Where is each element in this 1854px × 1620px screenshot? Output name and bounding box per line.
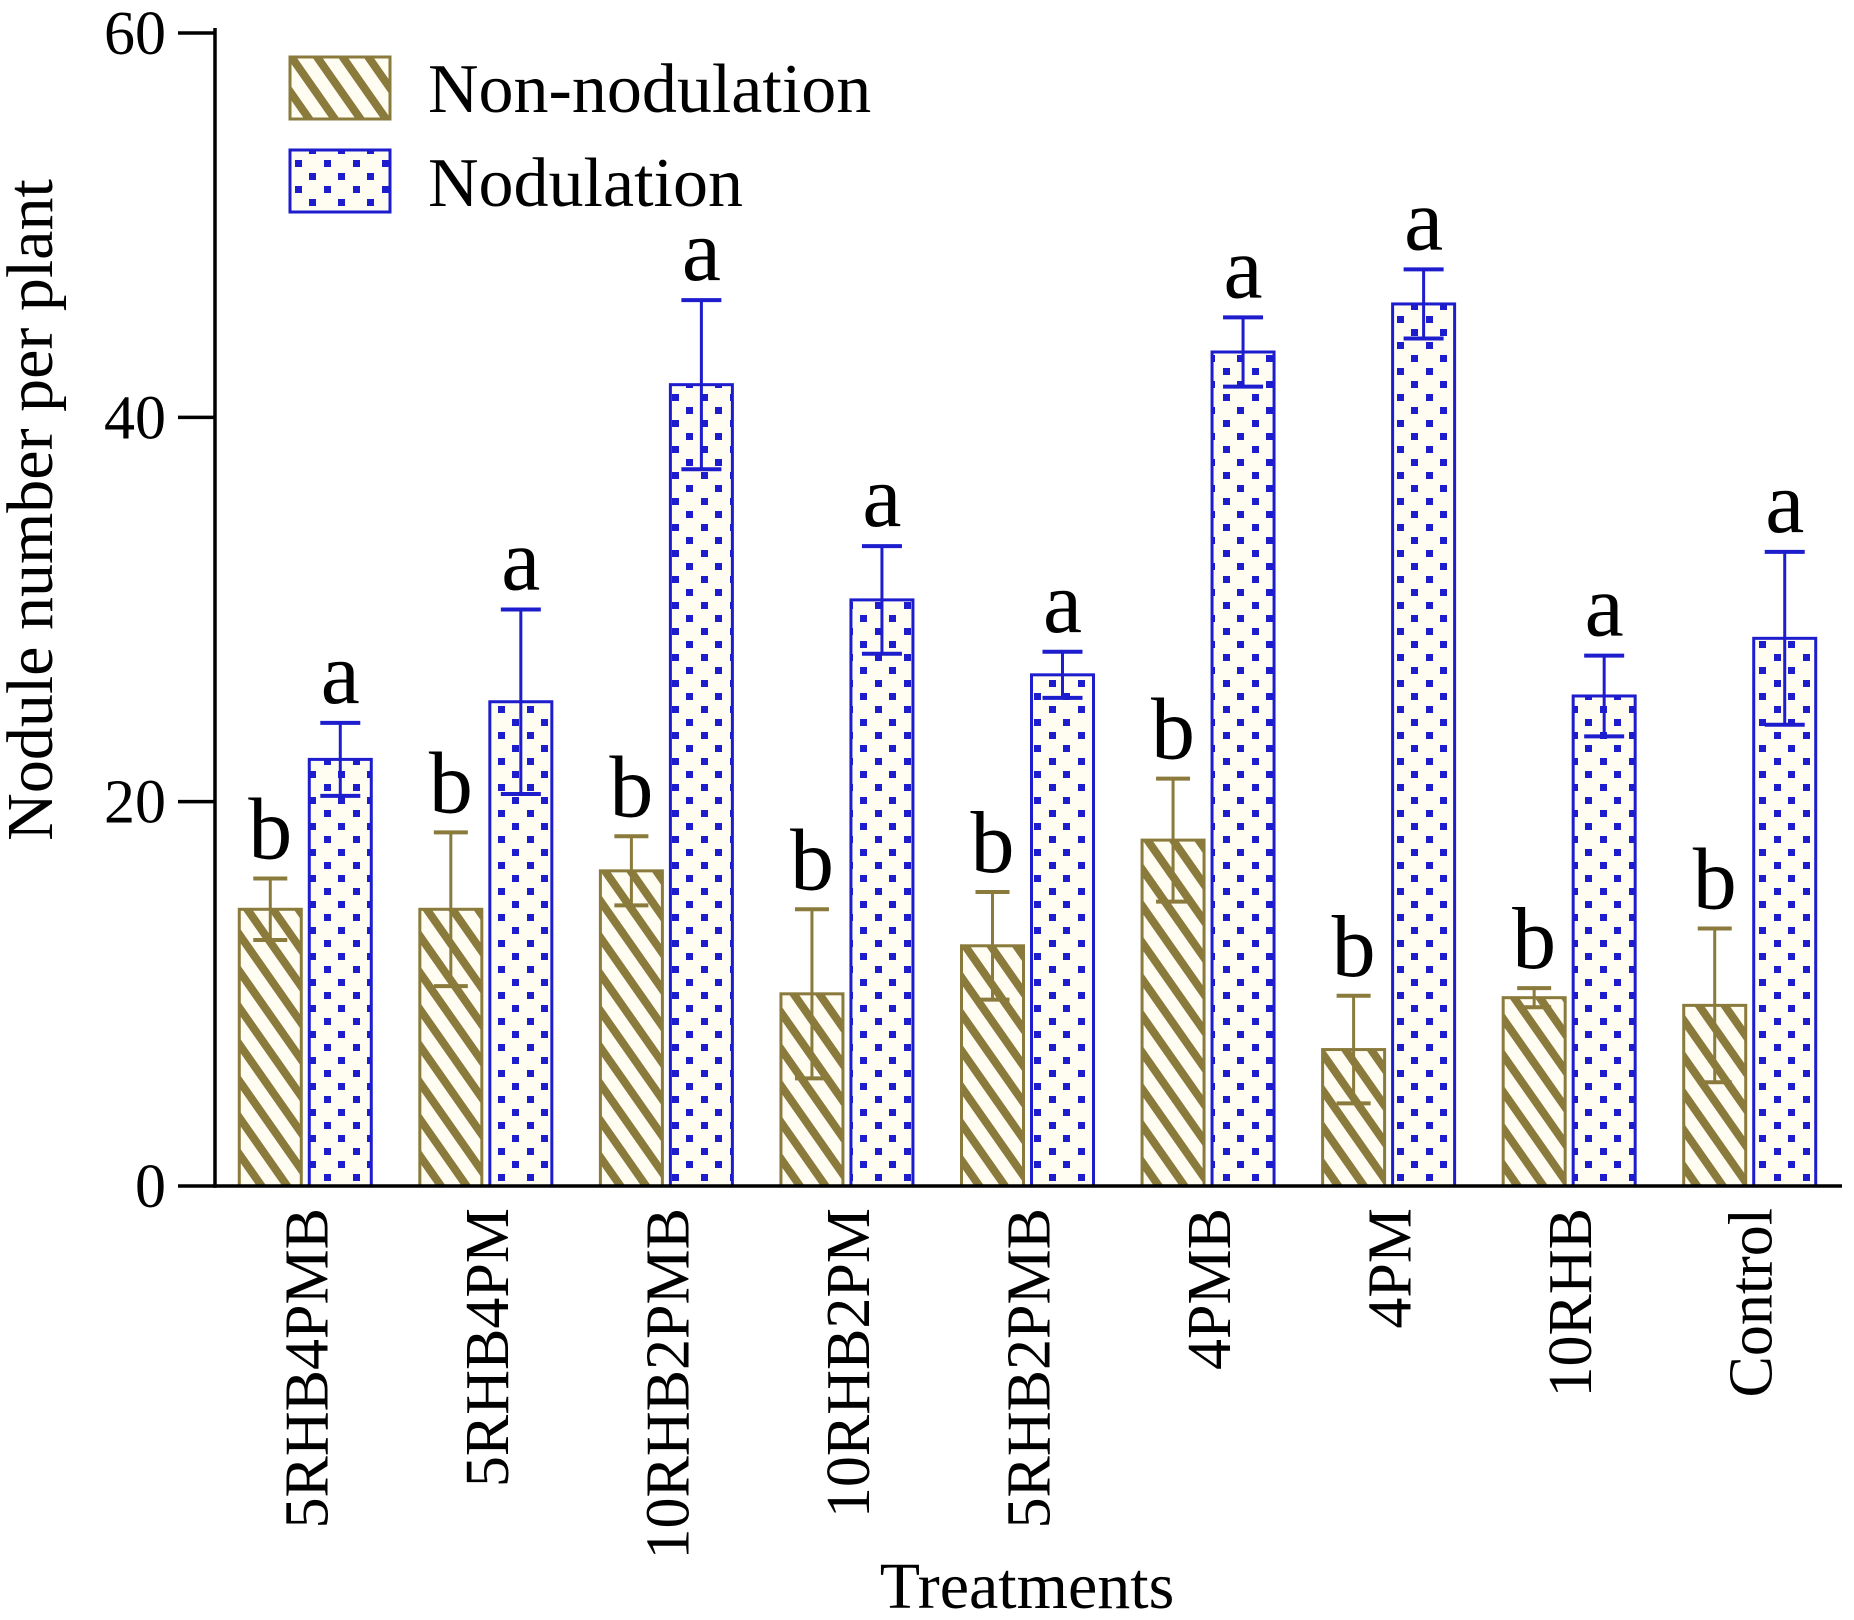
significance-letter-nodulation-10RHB: a: [1585, 559, 1624, 656]
significance-letter-non-nodulation-4PMB: b: [1151, 682, 1195, 779]
x-category-label-5RHB4PMB: 5RHB4PMB: [273, 1208, 341, 1528]
bar-nodulation-5RHB4PMB: [307, 757, 373, 1188]
significance-letter-nodulation-4PM: a: [1404, 172, 1443, 269]
x-category-label-4PM: 4PM: [1357, 1208, 1425, 1329]
x-category-label-10RHB2PM: 10RHB2PM: [815, 1208, 883, 1518]
y-tick-label-60: 60: [104, 0, 166, 68]
error-bar-non-nodulation-5RHB4PM: [433, 830, 468, 989]
significance-letter-non-nodulation-5RHB2PMB: b: [971, 795, 1015, 892]
bar-nodulation-4PMB: [1210, 350, 1276, 1188]
error-bar-nodulation-10RHB2PM: [861, 544, 902, 656]
legend-label-nodulation: Nodulation: [428, 145, 743, 222]
significance-letter-nodulation-4PMB: a: [1224, 220, 1263, 317]
error-bar-non-nodulation-Control: [1697, 926, 1732, 1085]
bar-nodulation-10RHB2PM: [849, 598, 915, 1188]
x-category-label-4PMB: 4PMB: [1176, 1208, 1244, 1370]
significance-letter-non-nodulation-4PM: b: [1332, 899, 1376, 996]
significance-letter-nodulation-Control: a: [1765, 455, 1804, 552]
error-bar-nodulation-4PMB: [1223, 315, 1264, 389]
significance-letter-nodulation-5RHB4PMB: a: [321, 626, 360, 723]
significance-letter-non-nodulation-10RHB: b: [1512, 891, 1556, 988]
bar-nodulation-5RHB2PMB: [1030, 673, 1095, 1188]
significance-letter-nodulation-10RHB2PM: a: [862, 449, 901, 546]
x-category-label-Control: Control: [1718, 1208, 1786, 1397]
bar-non-nodulation-10RHB: [1501, 996, 1567, 1188]
x-category-label-10RHB2PMB: 10RHB2PMB: [634, 1208, 702, 1559]
bar-nodulation-10RHB2PMB: [668, 383, 734, 1188]
x-axis-title: Treatments: [880, 1550, 1175, 1620]
error-bar-non-nodulation-5RHB4PMB: [253, 876, 288, 943]
bar-non-nodulation-5RHB4PMB: [237, 907, 303, 1188]
significance-letter-nodulation-5RHB4PM: a: [501, 513, 540, 610]
y-tick-label-40: 40: [104, 384, 166, 452]
legend-swatch-non-nodulation: [288, 55, 392, 121]
error-bar-non-nodulation-4PM: [1336, 993, 1371, 1106]
x-category-label-5RHB4PM: 5RHB4PM: [454, 1208, 522, 1487]
x-category-label-5RHB2PMB: 5RHB2PMB: [996, 1208, 1064, 1528]
significance-letter-non-nodulation-5RHB4PM: b: [429, 735, 473, 832]
error-bar-non-nodulation-10RHB: [1517, 986, 1552, 1010]
legend-label-non-nodulation: Non-nodulation: [428, 51, 871, 128]
y-tick-label-20: 20: [104, 769, 166, 837]
y-tick-label-0: 0: [135, 1153, 166, 1221]
error-bar-nodulation-5RHB2PMB: [1042, 649, 1083, 700]
bar-nodulation-10RHB: [1571, 694, 1637, 1188]
significance-letter-nodulation-5RHB2PMB: a: [1043, 555, 1082, 652]
legend-swatch-nodulation: [288, 148, 392, 214]
error-bar-non-nodulation-4PMB: [1156, 776, 1191, 904]
significance-letter-non-nodulation-5RHB4PMB: b: [248, 782, 292, 879]
error-bar-nodulation-4PM: [1403, 267, 1444, 341]
error-bar-nodulation-5RHB4PM: [500, 607, 541, 796]
error-bar-non-nodulation-10RHB2PM: [794, 907, 829, 1081]
significance-letter-nodulation-10RHB2PMB: a: [682, 203, 721, 300]
plot-area: 0 20 40 60 5RHB4PMB 5RHB4PM 10RHB2PMB 10RHB2PM 5…: [104, 0, 1818, 1559]
bar-nodulation-4PM: [1391, 302, 1457, 1188]
bar-non-nodulation-10RHB2PMB: [598, 869, 664, 1188]
significance-letter-non-nodulation-Control: b: [1693, 831, 1737, 928]
legend: Non-nodulation Nodulation: [288, 51, 871, 222]
significance-letter-non-nodulation-10RHB2PM: b: [790, 812, 834, 909]
error-bar-nodulation-Control: [1764, 549, 1805, 727]
error-bar-nodulation-10RHB2PMB: [681, 298, 722, 472]
y-axis-title: Nodule number per plant: [0, 179, 67, 841]
significance-letter-non-nodulation-10RHB2PMB: b: [609, 739, 653, 836]
error-bar-nodulation-5RHB4PMB: [320, 720, 361, 798]
error-bar-non-nodulation-10RHB2PMB: [614, 834, 649, 908]
error-bar-non-nodulation-5RHB2PMB: [975, 889, 1010, 1002]
error-bar-nodulation-10RHB: [1584, 653, 1625, 739]
x-category-label-10RHB: 10RHB: [1537, 1208, 1605, 1397]
